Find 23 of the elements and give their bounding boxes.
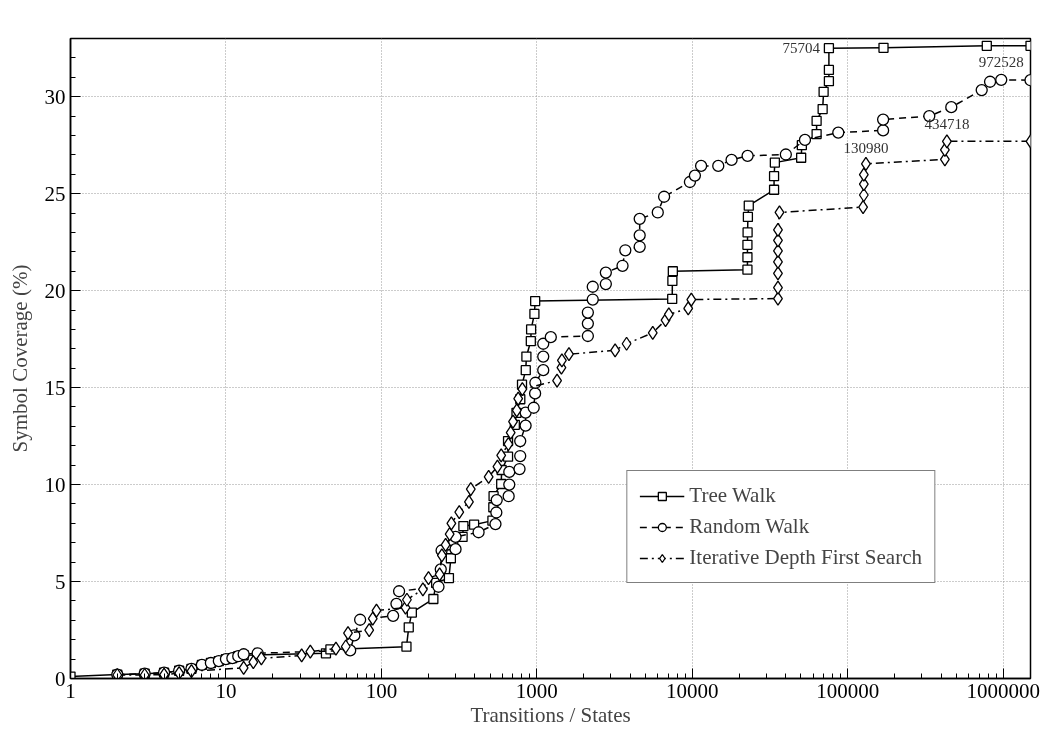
- x-tick-label: 100000: [816, 678, 880, 703]
- y-tick-label: 10: [44, 472, 66, 497]
- y-tick-label: 20: [44, 278, 66, 303]
- y-axis-title: Symbol Coverage (%): [7, 264, 32, 453]
- y-tick-label: 0: [55, 666, 66, 691]
- y-tick-label: 25: [44, 181, 66, 206]
- y-tick-label: 15: [44, 375, 66, 400]
- x-axis-title: Transitions / States: [470, 702, 631, 727]
- x-tick-label: 10000: [666, 678, 719, 703]
- legend-label: Random Walk: [689, 514, 810, 539]
- x-tick-label: 1000000: [966, 678, 1040, 703]
- legend-label: Tree Walk: [689, 483, 776, 508]
- y-tick-label: 30: [44, 84, 66, 109]
- annotation: 75704: [782, 40, 821, 57]
- y-tick-label: 5: [55, 569, 66, 594]
- x-tick-label: 100: [365, 678, 398, 703]
- annotation: 130980: [843, 139, 889, 156]
- annotation: 972528: [978, 54, 1024, 71]
- legend-label: Iterative Depth First Search: [689, 545, 922, 570]
- annotation: 434718: [924, 116, 970, 133]
- x-tick-label: 1: [65, 678, 76, 703]
- x-tick-label: 1000: [515, 678, 558, 703]
- x-tick-label: 10: [215, 678, 237, 703]
